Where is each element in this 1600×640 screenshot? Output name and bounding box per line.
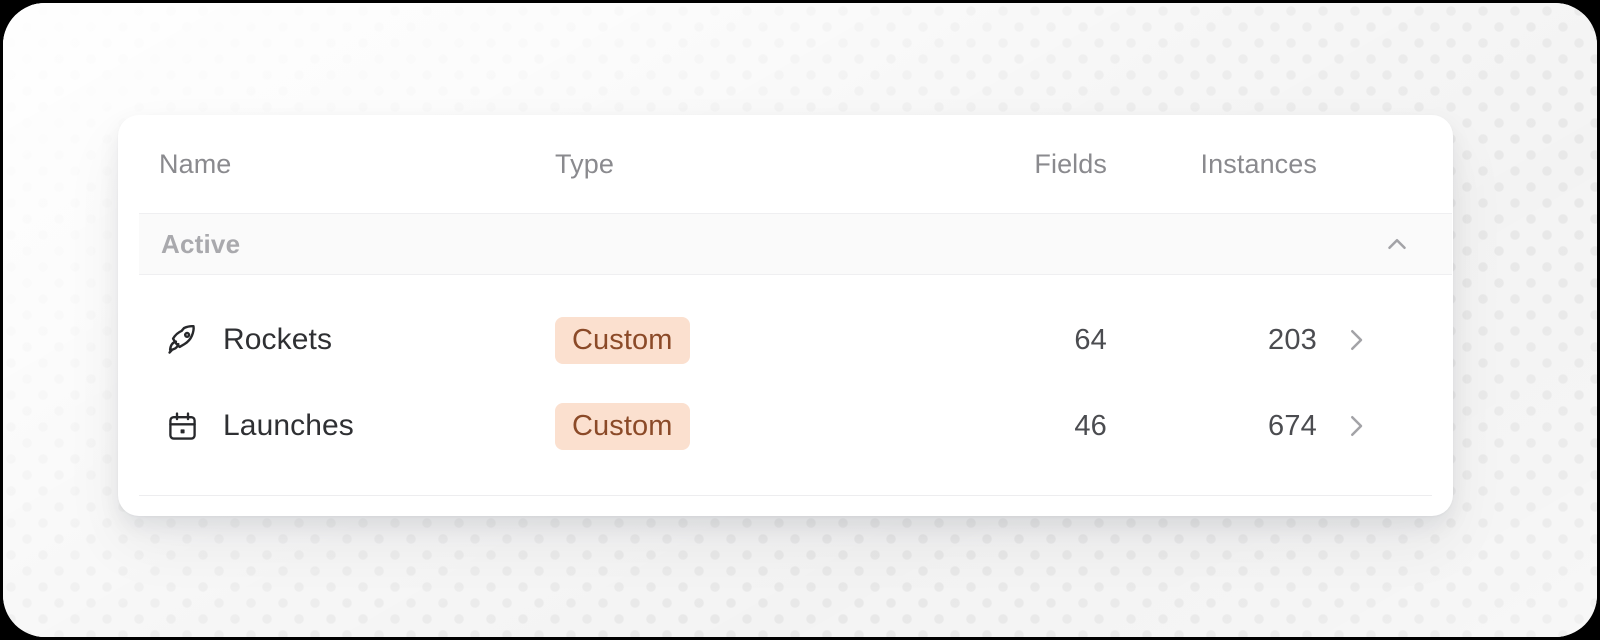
table-row[interactable]: Rockets Custom 64 203 bbox=[118, 297, 1453, 383]
column-header-name: Name bbox=[159, 148, 232, 179]
calendar-dot-icon bbox=[161, 405, 203, 447]
row-fields-value: 64 bbox=[1074, 323, 1107, 356]
rocket-icon bbox=[161, 319, 203, 361]
group-row-active[interactable]: Active bbox=[139, 213, 1452, 275]
row-instances-value: 203 bbox=[1268, 323, 1317, 356]
column-header-fields: Fields bbox=[1034, 148, 1107, 179]
row-instances-cell: 674 bbox=[1107, 410, 1317, 443]
row-name-label: Launches bbox=[223, 409, 354, 442]
column-header-type: Type bbox=[555, 148, 614, 179]
row-fields-cell: 64 bbox=[924, 324, 1107, 357]
table-row[interactable]: Launches Custom 46 674 bbox=[118, 383, 1453, 469]
row-action-cell[interactable] bbox=[1317, 411, 1410, 441]
table-bottom-divider bbox=[139, 495, 1432, 496]
column-header-instances-cell: Instances bbox=[1107, 149, 1317, 180]
group-body-top-spacer bbox=[118, 275, 1453, 297]
chevron-right-icon[interactable] bbox=[1341, 411, 1371, 441]
row-name-cell: Rockets bbox=[118, 319, 555, 361]
row-fields-cell: 46 bbox=[924, 410, 1107, 443]
status-badge: Custom bbox=[555, 402, 690, 450]
entity-types-table-card: Name Type Fields Instances Active bbox=[118, 115, 1453, 516]
row-name-label: Rockets bbox=[223, 323, 333, 356]
row-name-cell: Launches bbox=[118, 405, 555, 447]
chevron-up-icon bbox=[1388, 239, 1406, 249]
group-row-label: Active bbox=[161, 228, 241, 259]
status-badge: Custom bbox=[555, 316, 690, 364]
row-fields-value: 46 bbox=[1074, 409, 1107, 442]
chevron-right-icon[interactable] bbox=[1341, 325, 1371, 355]
column-header-instances: Instances bbox=[1200, 148, 1317, 179]
group-collapse-toggle[interactable] bbox=[1382, 229, 1452, 259]
row-type-cell: Custom bbox=[555, 402, 924, 450]
row-action-cell[interactable] bbox=[1317, 325, 1410, 355]
column-header-name-cell: Name bbox=[118, 149, 555, 180]
page-frame: Name Type Fields Instances Active bbox=[3, 3, 1597, 637]
row-instances-value: 674 bbox=[1268, 409, 1317, 442]
column-header-type-cell: Type bbox=[555, 149, 924, 180]
row-instances-cell: 203 bbox=[1107, 324, 1317, 357]
row-type-cell: Custom bbox=[555, 316, 924, 364]
column-header-fields-cell: Fields bbox=[924, 149, 1107, 180]
table-header-row: Name Type Fields Instances bbox=[118, 115, 1453, 213]
